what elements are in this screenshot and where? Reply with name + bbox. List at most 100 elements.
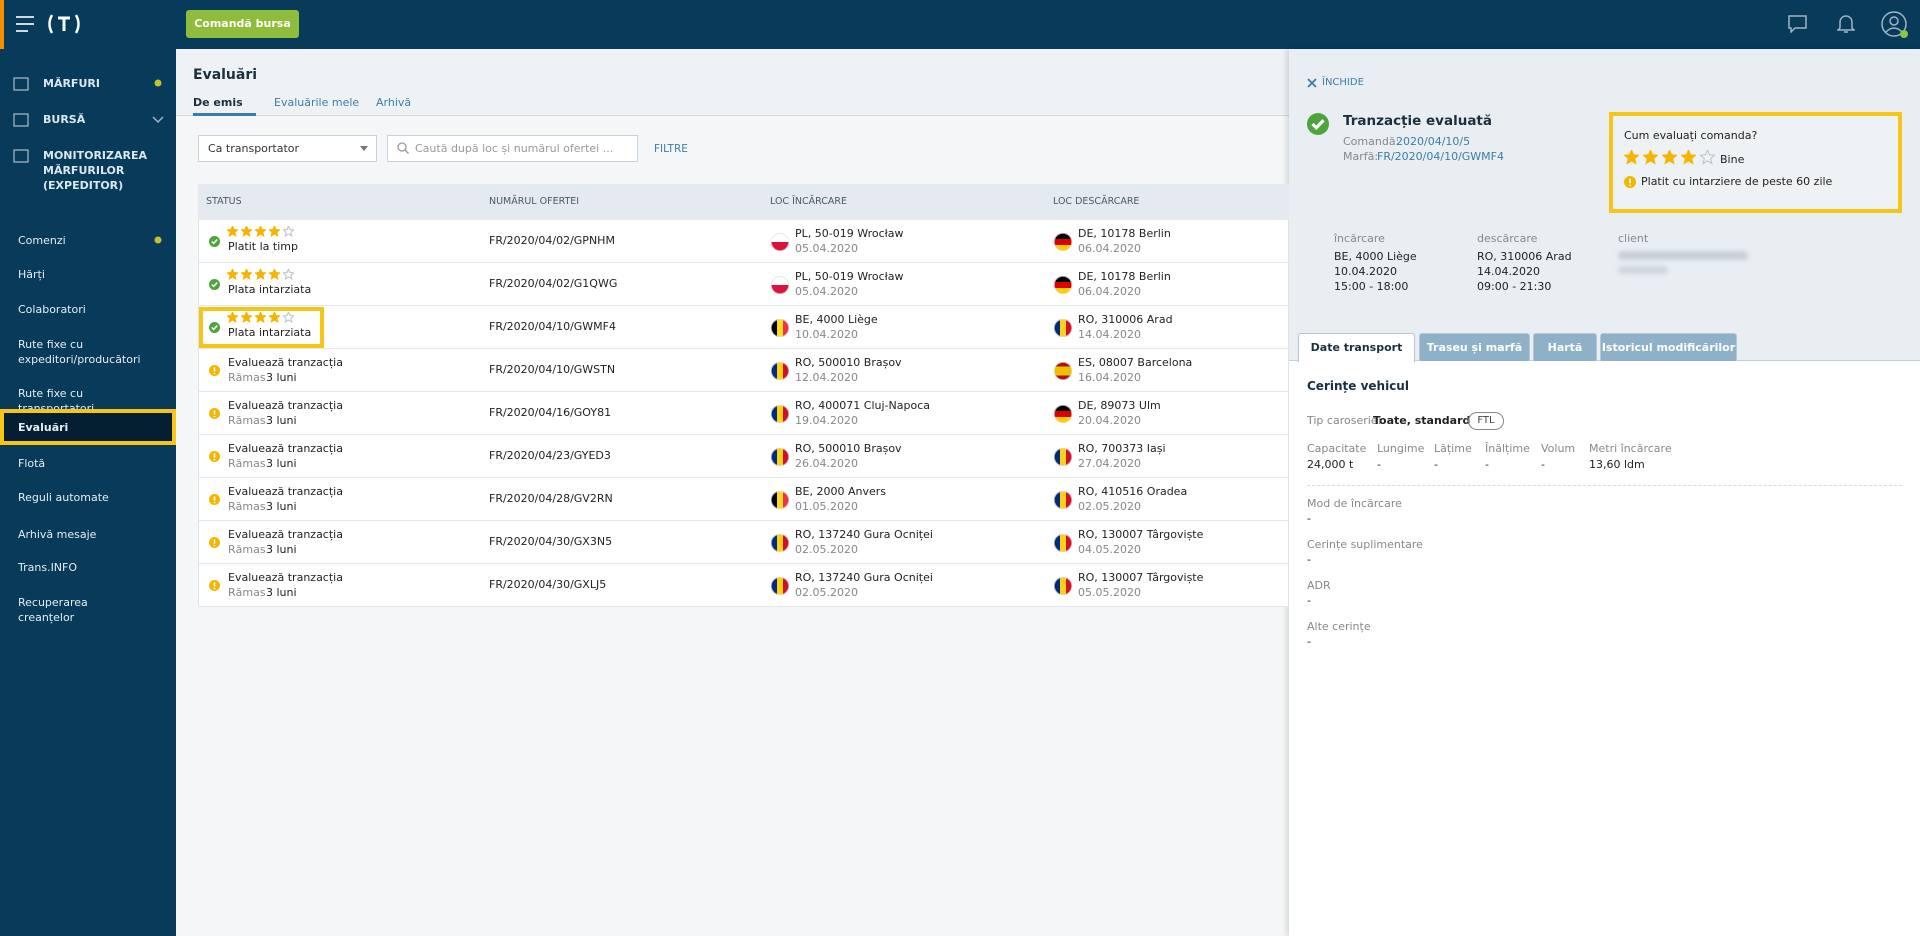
table-row[interactable]: [198, 521, 1289, 564]
highlight-box: [199, 307, 324, 348]
user-icon[interactable]: [1880, 10, 1910, 40]
message-icon[interactable]: [1788, 15, 1808, 33]
rating-star: [227, 312, 238, 323]
table-row[interactable]: [198, 564, 1289, 607]
rating-star: [255, 312, 266, 323]
field-value: -: [1307, 553, 1311, 566]
table-row[interactable]: [198, 220, 1289, 263]
flag-icon: [1054, 577, 1072, 595]
table-row[interactable]: [198, 263, 1289, 306]
unload-place: ES, 08007 Barcelona: [1078, 356, 1193, 369]
rating-star: [269, 312, 280, 323]
check-icon: [208, 278, 220, 290]
filter-button[interactable]: FILTRE: [654, 143, 688, 155]
page-tab[interactable]: Arhivă: [376, 96, 412, 109]
warning-icon: [208, 536, 220, 548]
sidebar-item[interactable]: Recuperarea creanțelor: [18, 596, 88, 624]
sidebar-item[interactable]: Hărți: [18, 268, 45, 281]
warning-icon: [1624, 176, 1636, 188]
section-icon: [13, 113, 29, 127]
remaining-label: Rămas: [228, 457, 266, 470]
offer-number[interactable]: FR/2020/04/10/GWSTN: [489, 363, 616, 376]
rating-star: [241, 312, 252, 323]
section-icon: [13, 77, 29, 91]
flag-icon: [1054, 362, 1072, 380]
detail-label: încărcare: [1334, 232, 1385, 245]
menu-icon[interactable]: [16, 16, 36, 32]
table-row[interactable]: [198, 349, 1289, 392]
check-icon: [1307, 113, 1329, 135]
load-date: 10.04.2020: [795, 328, 858, 341]
search[interactable]: Caută după loc și numărul ofertei ...: [387, 135, 638, 162]
sidebar-section[interactable]: MONITORIZAREA MĂRFURILOR (EXPEDITOR): [43, 149, 148, 192]
rating-star: [283, 226, 294, 237]
offer-number[interactable]: FR/2020/04/30/GX3N5: [489, 535, 613, 548]
load-place: BE, 2000 Anvers: [795, 485, 887, 498]
order-button[interactable]: Comandă bursa: [186, 10, 299, 38]
warning-icon: [208, 407, 220, 419]
section-icon: [13, 149, 29, 163]
unload-date: 27.04.2020: [1078, 457, 1141, 470]
detail-line: 15:00 - 18:00: [1334, 280, 1409, 293]
sidebar-item[interactable]: Flotă: [18, 457, 46, 470]
separator: [1307, 485, 1902, 486]
offer-number[interactable]: FR/2020/04/28/GV2RN: [489, 492, 613, 505]
remaining-label: Rămas: [228, 371, 266, 384]
spec-label: Volum: [1541, 442, 1576, 455]
offer-number[interactable]: FR/2020/04/10/GWMF4: [489, 320, 616, 333]
load-place: PL, 50-019 Wrocław: [795, 227, 904, 240]
cargo-label: Marfă:: [1343, 150, 1379, 163]
panel-tab[interactable]: Istoricul modificărilor: [1600, 333, 1737, 361]
sidebar-item[interactable]: Evaluări: [18, 421, 69, 434]
sidebar-item[interactable]: Arhivă mesaje: [18, 528, 97, 541]
close-icon: [1307, 78, 1317, 88]
flag-icon: [771, 405, 789, 423]
sidebar-item[interactable]: Comenzi: [18, 234, 66, 247]
sidebar-item[interactable]: Colaboratori: [18, 303, 86, 316]
offer-number[interactable]: FR/2020/04/23/GYED3: [489, 449, 611, 462]
load-date: 26.04.2020: [795, 457, 858, 470]
unload-date: 05.05.2020: [1078, 586, 1141, 599]
page-tab[interactable]: Evaluările mele: [274, 96, 360, 109]
bell-icon[interactable]: [1837, 14, 1855, 34]
flag-icon: [771, 276, 789, 294]
page-tab[interactable]: De emis: [193, 96, 243, 109]
search-icon: [397, 142, 409, 154]
row-status: Evaluează tranzacția: [228, 356, 343, 369]
offer-number[interactable]: FR/2020/04/02/GPNHM: [489, 234, 615, 247]
table-row[interactable]: [198, 435, 1289, 478]
remaining-label: Rămas: [228, 414, 266, 427]
flag-icon: [1054, 448, 1072, 466]
logo[interactable]: [46, 12, 82, 36]
sidebar-section[interactable]: BURSĂ: [43, 113, 86, 126]
panel-tab[interactable]: Hartă: [1533, 333, 1597, 361]
remaining-label: Rămas: [228, 500, 266, 513]
flag-icon: [1054, 319, 1072, 337]
sidebar-item[interactable]: Rute fixe cu expeditori/producători: [18, 338, 141, 366]
accent: [0, 0, 4, 49]
close-button[interactable]: ÎNCHIDE: [1322, 77, 1364, 88]
order-link[interactable]: 2020/04/10/5: [1396, 135, 1471, 148]
sidebar-item[interactable]: Trans.INFO: [18, 561, 78, 574]
select-arrow: [360, 146, 368, 151]
offer-number[interactable]: FR/2020/04/30/GXLJ5: [489, 578, 607, 591]
sidebar-item[interactable]: Reguli automate: [18, 491, 109, 504]
table-row[interactable]: [198, 306, 1289, 349]
table-row[interactable]: [198, 392, 1289, 435]
spec-value: -: [1377, 458, 1381, 471]
panel-tab[interactable]: Traseu și marfă: [1419, 333, 1530, 361]
offer-number[interactable]: FR/2020/04/02/G1QWG: [489, 277, 618, 290]
flag-icon: [771, 491, 789, 509]
select[interactable]: Ca transportator: [198, 135, 377, 162]
offer-number[interactable]: FR/2020/04/16/GOY81: [489, 406, 612, 419]
table-row[interactable]: [198, 478, 1289, 521]
sidebar-section[interactable]: MĂRFURI: [43, 77, 100, 90]
load-place: RO, 400071 Cluj-Napoca: [795, 399, 930, 412]
rating-star: [227, 226, 238, 237]
unload-date: 16.04.2020: [1078, 371, 1141, 384]
column-header: NUMĂRUL OFERTEI: [489, 196, 580, 207]
blurred-client: [1618, 266, 1668, 274]
panel-tab[interactable]: Date transport: [1298, 333, 1415, 362]
rating-star: [241, 226, 252, 237]
cargo-link[interactable]: FR/2020/04/10/GWMF4: [1377, 150, 1504, 163]
